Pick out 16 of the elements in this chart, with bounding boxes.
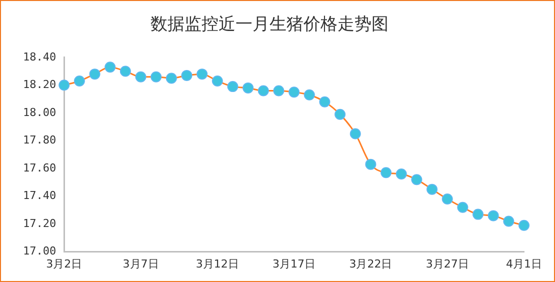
- x-tick-label: 3月22日: [349, 257, 392, 270]
- y-tick-label: 18.20: [22, 78, 56, 92]
- y-tick-label: 18.40: [22, 50, 56, 64]
- x-tick-label: 3月27日: [426, 257, 469, 270]
- x-tick-label: 3月17日: [272, 257, 316, 270]
- x-tick-label: 4月1日: [506, 257, 542, 270]
- y-tick-label: 17.00: [22, 244, 56, 258]
- y-tick-label: 17.20: [22, 216, 56, 230]
- y-tick-label: 17.60: [22, 161, 56, 174]
- x-tick-label: 3月7日: [122, 257, 159, 270]
- chart-title: 数据监控近一月生猪价格走势图: [150, 14, 388, 35]
- y-tick-label: 18.00: [22, 106, 56, 119]
- y-tick-label: 17.40: [22, 189, 56, 202]
- x-tick-label: 3月2日: [46, 257, 82, 270]
- x-tick-label: 3月12日: [196, 257, 239, 270]
- y-tick-label: 17.80: [22, 134, 56, 147]
